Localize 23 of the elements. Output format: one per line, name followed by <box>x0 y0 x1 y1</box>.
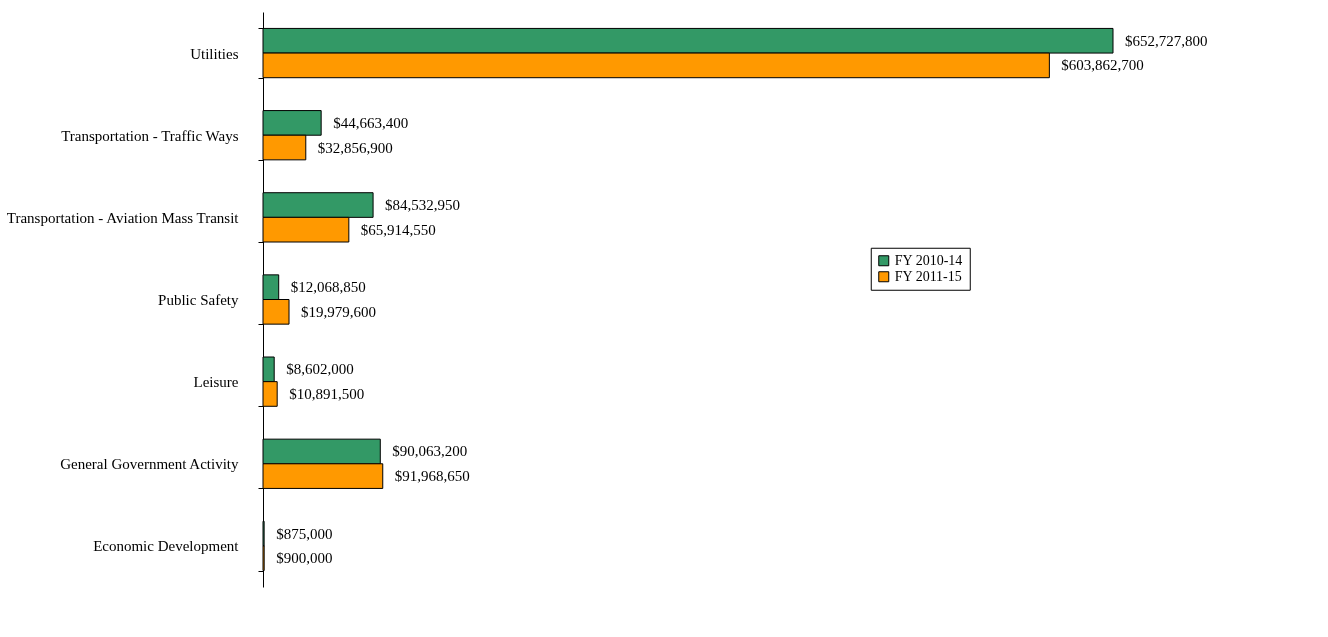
y-tick-label: General Government Activity <box>60 456 239 473</box>
data-label: $12,068,850 <box>290 279 366 296</box>
data-label: $900,000 <box>276 550 333 567</box>
y-tick-label: Economic Development <box>93 538 240 555</box>
data-label: $91,968,650 <box>394 468 470 485</box>
data-label: $19,979,600 <box>301 303 377 320</box>
legend-label: FY 2010-14 <box>894 252 963 268</box>
data-label: $65,914,550 <box>360 221 436 238</box>
y-tick-label: Public Safety <box>158 292 239 308</box>
legend-label: FY 2011-15 <box>894 268 962 284</box>
data-label: $32,856,900 <box>317 139 393 156</box>
data-label: $84,532,950 <box>385 197 461 214</box>
data-label: $875,000 <box>276 525 333 542</box>
y-tick-label: Transportation - Traffic Ways <box>61 127 239 144</box>
y-tick-label: Transportation - Aviation Mass Transit <box>6 209 240 226</box>
data-label: $44,663,400 <box>333 114 409 131</box>
y-tick-label: Utilities <box>190 45 239 62</box>
data-label: $10,891,500 <box>289 385 365 402</box>
data-label: $603,862,700 <box>1061 57 1144 74</box>
data-label: $90,063,200 <box>392 443 468 460</box>
y-tick-label: Leisure <box>193 374 239 391</box>
data-label: $652,727,800 <box>1125 32 1208 49</box>
data-label: $8,602,000 <box>286 361 354 378</box>
